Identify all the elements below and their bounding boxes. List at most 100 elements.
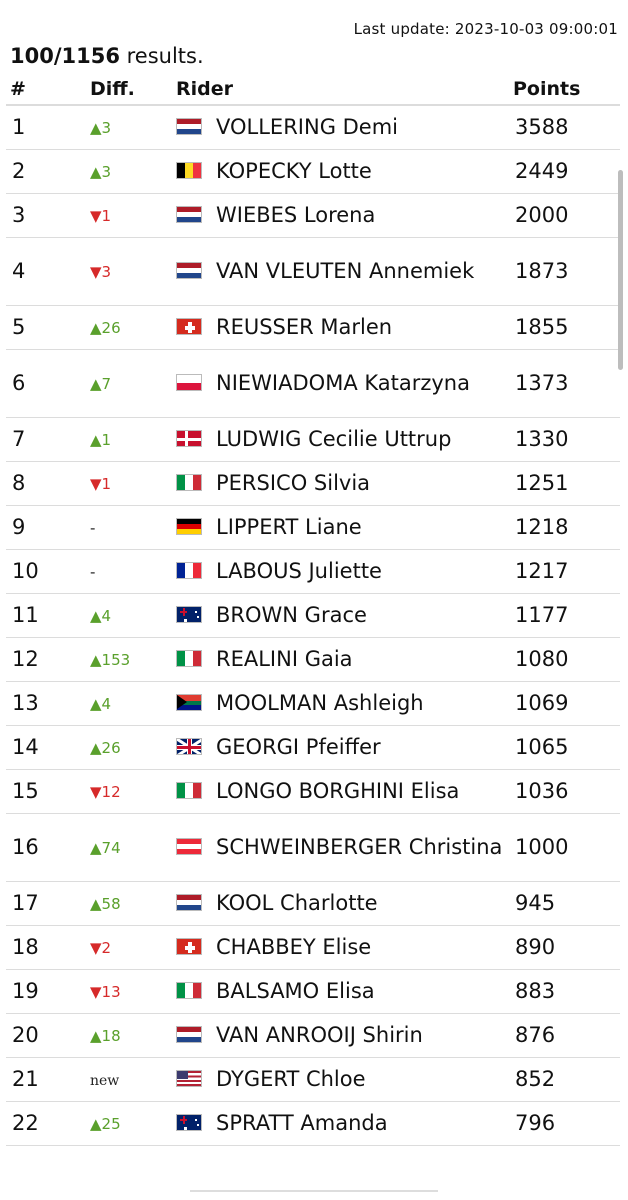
flag-au-icon (176, 606, 202, 623)
diff-same: - (90, 563, 96, 581)
rider-link[interactable]: REUSSER Marlen (216, 315, 393, 339)
rider-link[interactable]: KOPECKY Lotte (216, 159, 372, 183)
rank-cell: 4 (6, 237, 86, 306)
table-row[interactable]: 14 ▲26 GEORGI Pfeiffer 1065 (6, 725, 620, 770)
table-row[interactable]: 2 ▲3 KOPECKY Lotte 2449 (6, 149, 620, 194)
table-row[interactable]: 13 ▲4 MOOLMAN Ashleigh 1069 (6, 681, 620, 726)
rider-link[interactable]: LUDWIG Cecilie Uttrup (216, 427, 452, 451)
rider-link[interactable]: DYGERT Chloe (216, 1067, 366, 1091)
diff-new: new (90, 1072, 120, 1089)
diff-down: ▼12 (90, 783, 121, 801)
table-row[interactable]: 12 ▲153 REALINI Gaia 1080 (6, 637, 620, 682)
rank-cell: 19 (6, 969, 86, 1014)
last-update-timestamp: Last update: 2023-10-03 09:00:01 (353, 20, 618, 38)
table-row[interactable]: 4 ▼3 VAN VLEUTEN Annemiek 1873 (6, 237, 620, 306)
table-row[interactable]: 8 ▼1 PERSICO Silvia 1251 (6, 461, 620, 506)
rider-cell: REUSSER Marlen (172, 305, 509, 350)
rider-link[interactable]: CHABBEY Elise (216, 935, 372, 959)
diff-cell: ▼13 (86, 969, 172, 1014)
table-row[interactable]: 10- LABOUS Juliette 1217 (6, 549, 620, 594)
diff-up: ▲153 (90, 651, 131, 669)
table-row[interactable]: 19 ▼13 BALSAMO Elisa 883 (6, 969, 620, 1014)
table-row[interactable]: 6 ▲7 NIEWIADOMA Katarzyna 1373 (6, 349, 620, 418)
rider-link[interactable]: PERSICO Silvia (216, 471, 371, 495)
table-row[interactable]: 11 ▲4 BROWN Grace 1177 (6, 593, 620, 638)
rider-cell: LUDWIG Cecilie Uttrup (172, 417, 509, 462)
flag-nl-icon (176, 894, 202, 911)
diff-cell: ▲25 (86, 1101, 172, 1146)
points-cell: 1251 (509, 461, 620, 506)
diff-cell: ▼12 (86, 769, 172, 814)
flag-fr-icon (176, 562, 202, 579)
rider-link[interactable]: REALINI Gaia (216, 647, 353, 671)
col-header-diff[interactable]: Diff. (86, 74, 172, 106)
rider-link[interactable]: SCHWEINBERGER Christina (216, 835, 503, 859)
rider-link[interactable]: BROWN Grace (216, 603, 367, 627)
points-cell: 1000 (509, 813, 620, 882)
table-row[interactable]: 5 ▲26 REUSSER Marlen 1855 (6, 305, 620, 350)
col-header-points[interactable]: Points (509, 74, 620, 106)
rider-link[interactable]: VAN VLEUTEN Annemiek (216, 259, 475, 283)
rider-link[interactable]: BALSAMO Elisa (216, 979, 375, 1003)
flag-de-icon (176, 518, 202, 535)
scrollbar-thumb[interactable] (618, 170, 623, 370)
rider-cell: REALINI Gaia (172, 637, 509, 682)
points-cell: 1080 (509, 637, 620, 682)
points-cell: 852 (509, 1057, 620, 1102)
rider-link[interactable]: LABOUS Juliette (216, 559, 382, 583)
rider-link[interactable]: VAN ANROOIJ Shirin (216, 1023, 423, 1047)
rider-link[interactable]: WIEBES Lorena (216, 203, 376, 227)
diff-up: ▲18 (90, 1027, 121, 1045)
rank-cell: 17 (6, 881, 86, 926)
table-row[interactable]: 18 ▼2 CHABBEY Elise 890 (6, 925, 620, 970)
col-header-rank[interactable]: # (6, 74, 86, 106)
rider-link[interactable]: SPRATT Amanda (216, 1111, 388, 1135)
rider-cell: WIEBES Lorena (172, 193, 509, 238)
rank-cell: 22 (6, 1101, 86, 1146)
table-row[interactable]: 9- LIPPERT Liane 1218 (6, 505, 620, 550)
table-row[interactable]: 22 ▲25 SPRATT Amanda 796 (6, 1101, 620, 1146)
rider-cell: GEORGI Pfeiffer (172, 725, 509, 770)
diff-cell: ▲74 (86, 813, 172, 882)
rider-link[interactable]: MOOLMAN Ashleigh (216, 691, 424, 715)
rider-link[interactable]: LIPPERT Liane (216, 515, 362, 539)
rider-cell: NIEWIADOMA Katarzyna (172, 349, 509, 418)
points-cell: 1217 (509, 549, 620, 594)
flag-it-icon (176, 782, 202, 799)
points-cell: 1177 (509, 593, 620, 638)
rank-cell: 6 (6, 349, 86, 418)
diff-cell: ▲26 (86, 305, 172, 350)
points-cell: 883 (509, 969, 620, 1014)
diff-cell: - (86, 505, 172, 550)
rider-link[interactable]: LONGO BORGHINI Elisa (216, 779, 460, 803)
col-header-rider[interactable]: Rider (172, 74, 509, 106)
diff-down: ▼13 (90, 983, 121, 1001)
diff-cell: ▼1 (86, 193, 172, 238)
points-cell: 2000 (509, 193, 620, 238)
table-row[interactable]: 7 ▲1 LUDWIG Cecilie Uttrup 1330 (6, 417, 620, 462)
results-count: 100/1156 results. (10, 44, 204, 68)
rider-link[interactable]: VOLLERING Demi (216, 115, 399, 140)
rider-cell: LONGO BORGHINI Elisa (172, 769, 509, 814)
points-cell: 1855 (509, 305, 620, 350)
rider-link[interactable]: KOOL Charlotte (216, 891, 378, 915)
rider-cell: PERSICO Silvia (172, 461, 509, 506)
table-row[interactable]: 1 ▲3 VOLLERING Demi 3588 (6, 105, 620, 150)
flag-nl-icon (176, 118, 202, 136)
rider-cell: VAN ANROOIJ Shirin (172, 1013, 509, 1058)
rankings-table: # Diff. Rider Points 1 ▲3 VOLLERING Demi 35… (6, 74, 620, 1146)
rider-link[interactable]: GEORGI Pfeiffer (216, 735, 381, 759)
table-row[interactable]: 21 new DYGERT Chloe 852 (6, 1057, 620, 1102)
diff-up: ▲4 (90, 695, 112, 713)
table-row[interactable]: 15 ▼12 LONGO BORGHINI Elisa 1036 (6, 769, 620, 814)
table-row[interactable]: 16 ▲74 SCHWEINBERGER Christina 1000 (6, 813, 620, 882)
diff-cell: ▲7 (86, 349, 172, 418)
diff-up: ▲26 (90, 739, 121, 757)
rider-cell: KOOL Charlotte (172, 881, 509, 926)
table-row[interactable]: 17 ▲58 KOOL Charlotte 945 (6, 881, 620, 926)
table-row[interactable]: 3 ▼1 WIEBES Lorena 2000 (6, 193, 620, 238)
rider-link[interactable]: NIEWIADOMA Katarzyna (216, 371, 470, 395)
points-cell: 2449 (509, 149, 620, 194)
diff-cell: ▲58 (86, 881, 172, 926)
table-row[interactable]: 20 ▲18 VAN ANROOIJ Shirin 876 (6, 1013, 620, 1058)
